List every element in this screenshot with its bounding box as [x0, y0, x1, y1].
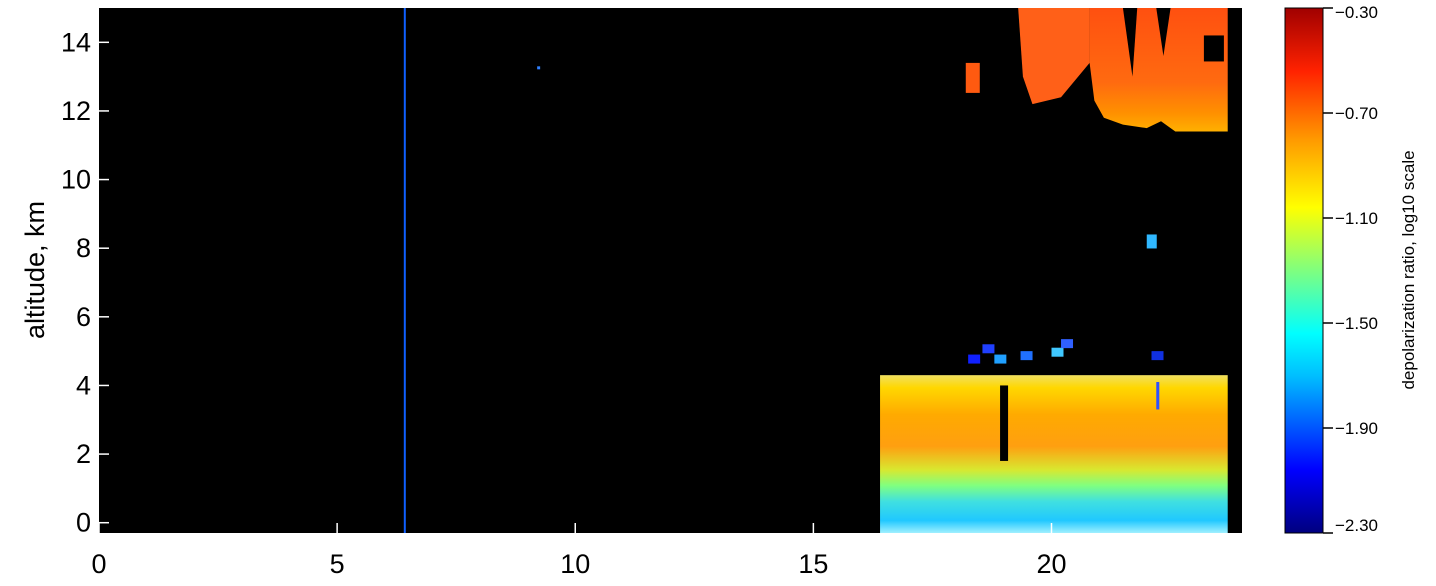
colorbar-tick-label: −2.30: [1335, 516, 1378, 535]
region-mid-speck: [1061, 339, 1074, 349]
y-axis-title: altitude, km: [20, 201, 50, 339]
y-tick-label: 6: [76, 302, 91, 332]
region-vertical-line: [403, 8, 406, 533]
y-tick-label: 14: [61, 27, 91, 57]
colorbar-tick-label: −1.90: [1335, 419, 1378, 438]
x-tick-label: 20: [1036, 549, 1066, 579]
region-high-cloud-fragment: [965, 62, 980, 93]
region-mid-speck: [1151, 351, 1164, 361]
colorbar-tick-label: −0.70: [1335, 104, 1378, 123]
colorbar-tick-label: −0.30: [1335, 3, 1378, 22]
data-regions: [403, 8, 1228, 533]
region-high-gap-2: [1156, 8, 1171, 57]
region-high-gap-3: [1203, 35, 1224, 62]
y-tick-label: 10: [61, 165, 91, 195]
region-high-cloud-patch: [1018, 8, 1090, 105]
region-mid-speck: [1051, 347, 1064, 357]
region-high-gap-1: [1122, 8, 1138, 77]
y-tick-label: 12: [61, 96, 91, 126]
region-mid-speck: [982, 344, 995, 354]
x-axis: 0 5 10 15 20: [91, 523, 1067, 579]
region-low-edge: [1156, 382, 1160, 410]
region-mid-speck: [968, 354, 981, 364]
colorbar-tick-label: −1.50: [1335, 314, 1378, 333]
region-high-cloud: [1089, 8, 1228, 132]
x-tick-label: 0: [91, 549, 106, 579]
region-low-layer: [880, 375, 1228, 533]
colorbar: [1284, 7, 1324, 534]
y-tick-label: 2: [76, 439, 91, 469]
region-speck: [537, 66, 541, 70]
colorbar-ticks: −0.30 −0.70 −1.10 −1.50 −1.90 −2.30: [1323, 3, 1378, 535]
region-low-gap: [1000, 385, 1009, 461]
y-axis: 0 2 4 6 8 10 12 14: [61, 27, 109, 538]
colorbar-tick-label: −1.10: [1335, 209, 1378, 228]
x-tick-label: 5: [330, 549, 345, 579]
region-isolated-cloud: [1146, 234, 1157, 249]
x-tick-label: 15: [798, 549, 828, 579]
y-tick-label: 0: [76, 508, 91, 538]
x-tick-label: 10: [560, 549, 590, 579]
y-tick-label: 4: [76, 370, 91, 400]
y-tick-label: 8: [76, 233, 91, 263]
colorbar-title: depolarization ratio, log10 scale: [1399, 150, 1418, 389]
region-mid-speck: [1020, 351, 1033, 361]
region-mid-speck: [994, 354, 1007, 364]
